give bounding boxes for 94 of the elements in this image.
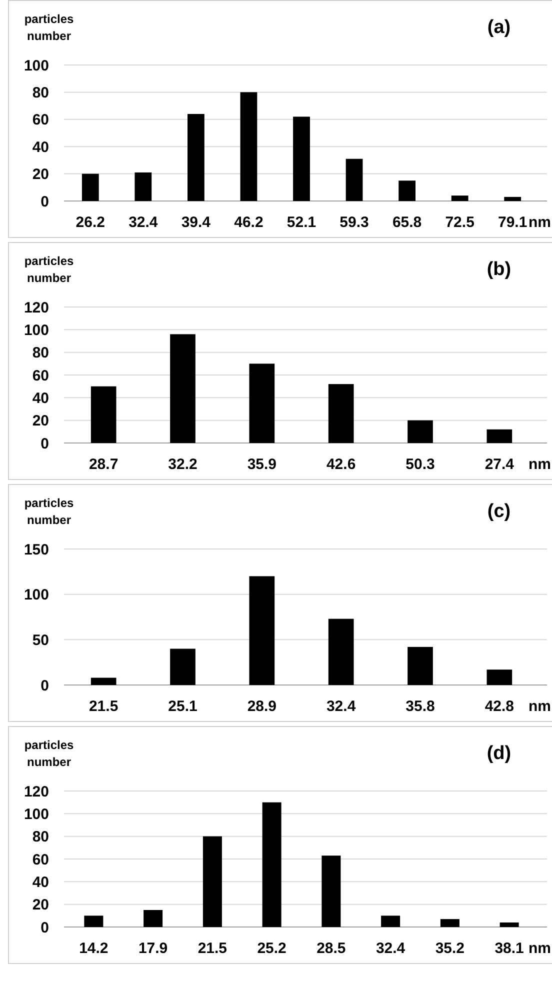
x-tick-label: 32.4 xyxy=(128,214,158,231)
x-tick-label: 35.2 xyxy=(435,940,465,957)
x-tick-label: 28.9 xyxy=(247,698,277,715)
bar xyxy=(504,196,522,201)
y-tick-label: 20 xyxy=(32,896,49,914)
y-axis-title: particles number xyxy=(24,738,74,769)
x-tick-label: 27.4 xyxy=(484,456,515,473)
bar xyxy=(440,919,460,927)
y-tick-label: 100 xyxy=(24,586,49,604)
y-tick-label: 50 xyxy=(32,632,49,649)
x-tick-label: 28.5 xyxy=(316,940,346,957)
chart-title: (a) xyxy=(487,17,511,38)
y-tick-label: 20 xyxy=(32,166,49,184)
y-tick-label: 120 xyxy=(24,783,49,800)
bar xyxy=(188,114,204,201)
bar xyxy=(381,916,400,927)
y-tick-label: 0 xyxy=(40,435,49,452)
x-tick-label: 72.5 xyxy=(445,214,474,231)
x-tick-label: 50.3 xyxy=(406,456,435,473)
x-tick-label: 28.7 xyxy=(88,456,118,473)
chart-title: (b) xyxy=(486,259,512,280)
x-axis-title: nm xyxy=(528,456,551,473)
x-tick-label: 59.3 xyxy=(340,214,369,231)
x-tick-label: 35.9 xyxy=(247,456,277,473)
bar xyxy=(249,576,275,685)
y-tick-label: 0 xyxy=(40,193,49,210)
x-axis-title: nm xyxy=(528,698,551,715)
y-tick-label: 40 xyxy=(32,390,49,407)
y-tick-label: 120 xyxy=(24,299,49,316)
bar xyxy=(328,618,354,685)
x-tick-label: 14.2 xyxy=(79,940,108,957)
x-tick-label: 32.2 xyxy=(168,456,198,473)
bar xyxy=(262,802,282,927)
bar xyxy=(346,158,363,201)
y-tick-label: 150 xyxy=(24,541,49,558)
x-tick-label: 38.1 xyxy=(494,940,524,957)
bar xyxy=(293,116,310,201)
bar xyxy=(500,922,519,927)
bar xyxy=(249,364,275,443)
y-tick-label: 100 xyxy=(24,57,49,74)
y-tick-label: 80 xyxy=(32,828,49,846)
y-axis-title: particles number xyxy=(24,496,74,527)
chart-title: (d) xyxy=(486,743,512,764)
bar xyxy=(84,916,104,927)
y-tick-label: 100 xyxy=(24,806,49,823)
bar xyxy=(240,92,258,201)
x-tick-label: 39.4 xyxy=(181,214,212,231)
y-tick-label: 80 xyxy=(32,84,49,102)
bar xyxy=(486,670,512,685)
bar xyxy=(170,648,196,685)
x-tick-label: 17.9 xyxy=(138,940,168,957)
x-tick-label: 65.8 xyxy=(392,214,422,231)
y-axis-title: particles number xyxy=(24,12,74,43)
x-tick-label: 52.1 xyxy=(286,214,316,231)
y-tick-label: 60 xyxy=(32,112,49,129)
x-axis-title: nm xyxy=(528,940,551,957)
x-tick-label: 32.4 xyxy=(376,940,406,957)
x-tick-label: 21.5 xyxy=(88,698,118,715)
bar xyxy=(90,386,116,443)
bar xyxy=(408,420,433,443)
x-tick-label: 25.2 xyxy=(257,940,286,957)
bar xyxy=(486,429,512,443)
y-tick-label: 40 xyxy=(32,138,49,156)
y-tick-label: 40 xyxy=(32,874,49,891)
y-tick-label: 0 xyxy=(40,919,49,936)
x-tick-label: 42.6 xyxy=(326,456,356,473)
bar xyxy=(328,384,354,443)
y-tick-label: 60 xyxy=(32,367,49,384)
x-tick-label: 21.5 xyxy=(198,940,228,957)
y-tick-label: 0 xyxy=(40,677,49,694)
y-tick-label: 60 xyxy=(32,851,49,868)
chart-title: (c) xyxy=(487,501,511,522)
bar xyxy=(408,646,433,685)
x-tick-label: 46.2 xyxy=(234,214,264,231)
bar xyxy=(144,910,163,927)
bar xyxy=(82,174,99,201)
bar xyxy=(134,172,152,201)
y-axis-title: particles number xyxy=(24,254,74,285)
y-tick-label: 100 xyxy=(24,322,49,339)
bar xyxy=(322,856,341,927)
bar xyxy=(170,334,196,443)
x-tick-label: 25.1 xyxy=(168,698,198,715)
x-axis-title: nm xyxy=(528,214,551,231)
bar xyxy=(90,678,116,685)
y-tick-label: 80 xyxy=(32,344,49,362)
x-tick-label: 79.1 xyxy=(498,214,528,231)
x-tick-label: 35.8 xyxy=(406,698,435,715)
bar xyxy=(202,836,222,927)
x-tick-label: 32.4 xyxy=(326,698,356,715)
bar xyxy=(398,180,416,201)
bar xyxy=(451,196,468,201)
x-tick-label: 42.8 xyxy=(484,698,514,715)
y-tick-label: 20 xyxy=(32,412,49,430)
x-tick-label: 26.2 xyxy=(76,214,105,231)
